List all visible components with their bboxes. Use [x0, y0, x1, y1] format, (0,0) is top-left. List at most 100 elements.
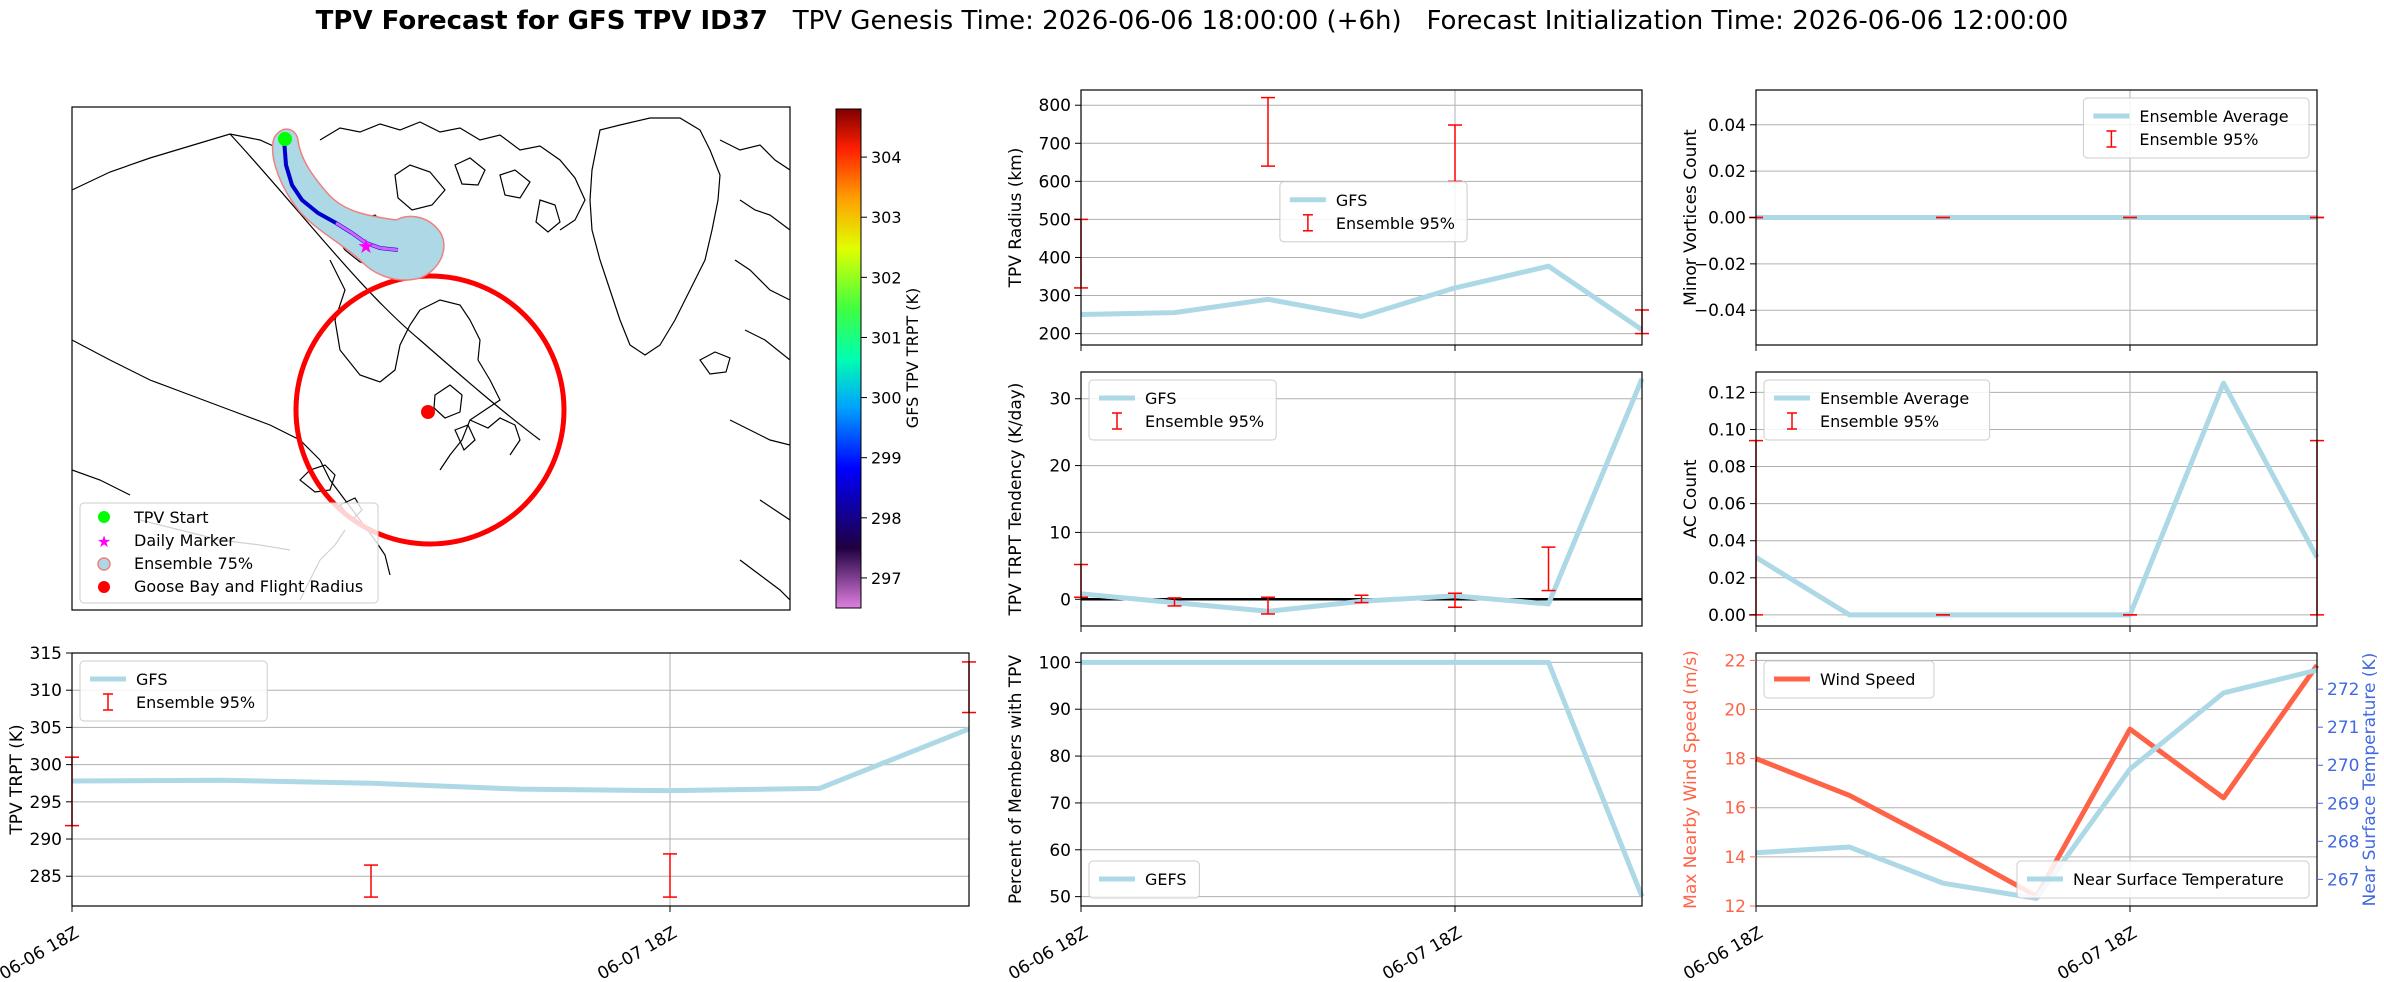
legend-label: GFS	[136, 670, 167, 689]
y-tick-label: 0.04	[1708, 532, 1746, 552]
colorbar-tick-label: 303	[871, 208, 902, 227]
colorbar-tick-label: 301	[871, 328, 902, 347]
panel-trpt: 285 290 295 300 305 310 315 06-06 18Z 06-07 18Z T…	[0, 644, 976, 982]
map-panel: ★ ★ TPV Start Daily Marker Ensemble 75% …	[71, 106, 922, 611]
legend-box	[1763, 379, 1991, 441]
legend-label-ensemble: Ensemble 75%	[134, 554, 253, 573]
y-tick-label: 300	[30, 756, 62, 776]
colorbar-gradient	[835, 108, 862, 609]
y-tick-label: 310	[30, 681, 62, 701]
axes-frame	[1080, 89, 1643, 346]
y-axis-label: Percent of Members with TPV	[1006, 655, 1026, 904]
panel-ac: 0.00 0.02 0.04 0.06 0.08 0.10 0.12 AC Count Ense…	[1681, 371, 2324, 632]
axes-frame	[1755, 371, 2318, 627]
title-bold: TPV Forecast for GFS TPV ID37	[315, 6, 768, 36]
y-axis-label: Max Nearby Wind Speed (m/s)	[1681, 650, 1701, 909]
panel-radius: 200 300 400 500 600 700 800 TPV Radius (km) GFS E…	[1006, 89, 1649, 351]
y-tick-label: 0.04	[1708, 116, 1746, 136]
x-tick-label: 06-06 18Z	[1680, 923, 1766, 982]
legend-label: Ensemble 95%	[1145, 412, 1264, 431]
y-tick-label: 80	[1049, 747, 1071, 767]
ensemble-75-shading	[271, 128, 445, 281]
y-axis-label: Minor Vortices Count	[1681, 129, 1701, 306]
axes-frame	[71, 652, 970, 907]
y-tick-label: 12	[1724, 897, 1746, 917]
y-tick-label: 0.00	[1708, 209, 1746, 229]
y-axis-label: TPV TRPT (K)	[7, 724, 27, 835]
y-tick-label: 285	[30, 867, 62, 887]
y-tick-label: 16	[1724, 799, 1746, 819]
y-tick-label: 0.06	[1708, 495, 1746, 515]
y-tick-label: 30	[1049, 390, 1071, 410]
y-tick-label: 300	[1039, 287, 1071, 307]
colorbar-tick-label: 298	[871, 509, 902, 528]
legend-start-icon	[98, 511, 110, 523]
legend-box	[1088, 860, 1200, 899]
legend-label: Ensemble 95%	[2139, 130, 2258, 149]
y-tick-label: 700	[1039, 134, 1071, 154]
y-tick-label: 100	[1039, 653, 1071, 673]
legend-box	[79, 660, 268, 722]
legend-box	[1088, 379, 1277, 441]
panel-members: 50 60 70 80 90 100 06-06 18Z 06-07 18Z Percent o…	[1005, 652, 1645, 982]
legend-label: Ensemble Average	[1820, 389, 1969, 408]
y-tick-label: 20	[1049, 457, 1071, 477]
series-line-trpt-0	[71, 726, 970, 794]
panel-minor: −0.04 −0.02 0.00 0.02 0.04 Minor Vortices Cou…	[1681, 89, 2324, 351]
colorbar-label: GFS TPV TRPT (K)	[903, 288, 922, 428]
y-tick-label: 800	[1039, 96, 1071, 116]
x-tick-label: 06-06 18Z	[1005, 923, 1091, 982]
legend-ensemble-icon	[97, 557, 111, 571]
y-tick-label: 60	[1049, 841, 1071, 861]
y2-tick-label: 272	[2327, 680, 2359, 700]
x-tick-label: 06-07 18Z	[2054, 923, 2140, 982]
y-tick-label: 50	[1049, 888, 1071, 908]
y-tick-label: 315	[30, 644, 62, 664]
y-axis-label: TPV TRPT Tendency (K/day)	[1006, 383, 1026, 617]
colorbar-tick-label: 299	[871, 449, 902, 468]
y2-tick-label: 270	[2327, 756, 2359, 776]
legend-box	[2016, 860, 2310, 899]
y-tick-label: 14	[1724, 848, 1746, 868]
axes-frame	[1080, 652, 1643, 907]
series-line-radius-0	[1080, 263, 1644, 332]
legend-label: Near Surface Temperature	[2073, 870, 2284, 889]
y-tick-label: 20	[1724, 700, 1746, 720]
map-legend-box	[79, 502, 379, 604]
daily-marker: ★	[357, 234, 375, 258]
title-genesis: TPV Genesis Time: 2026-06-06 18:00:00 (+…	[792, 6, 1402, 36]
legend-label: GFS	[1336, 191, 1367, 210]
legend-label: Wind Speed	[1820, 670, 1915, 689]
legend-star-icon: ★	[97, 532, 111, 551]
y2-axis-label: Near Surface Temperature (K)	[2360, 653, 2380, 907]
y-tick-label: 600	[1039, 172, 1071, 192]
legend-box	[1279, 181, 1468, 243]
legend-goose-icon	[98, 581, 110, 593]
y-tick-label: 0.02	[1708, 569, 1746, 589]
y2-tick-label: 271	[2327, 718, 2359, 738]
legend-label: Ensemble 95%	[1820, 412, 1939, 431]
y-tick-label: 500	[1039, 210, 1071, 230]
tpv-track-late	[335, 221, 399, 252]
y-axis-label: TPV Radius (km)	[1006, 148, 1026, 289]
series-line-members-0	[1081, 659, 1645, 898]
legend-label-start: TPV Start	[133, 508, 209, 527]
colorbar-tick-label: 302	[871, 268, 902, 287]
y-tick-label: −0.02	[1694, 255, 1746, 275]
colorbar-ticks: 297 298 299 300 301 302 303 304	[861, 148, 902, 588]
y-tick-label: 200	[1039, 325, 1071, 345]
legend-box	[2082, 97, 2310, 159]
colorbar-tick-label: 300	[871, 389, 902, 408]
y2-tick-label: 267	[2327, 870, 2359, 890]
y-tick-label: 0.12	[1708, 383, 1746, 403]
y-tick-label: 70	[1049, 794, 1071, 814]
y-axis-label: AC Count	[1681, 459, 1701, 538]
y-tick-label: 0.10	[1708, 420, 1746, 440]
x-tick-label: 06-06 18Z	[0, 923, 83, 982]
y-tick-label: 295	[30, 793, 62, 813]
panel-wind: 12 14 16 18 20 22 06-06 18Z 06-07 18Z Max Nearby…	[1680, 650, 2380, 982]
legend-label: GFS	[1145, 389, 1176, 408]
panel-tendency: 0 10 20 30 TPV TRPT Tendency (K/day) GFS Ensem…	[1006, 371, 1645, 632]
y-tick-label: 0.08	[1708, 458, 1746, 478]
y2-tick-label: 269	[2327, 794, 2359, 814]
